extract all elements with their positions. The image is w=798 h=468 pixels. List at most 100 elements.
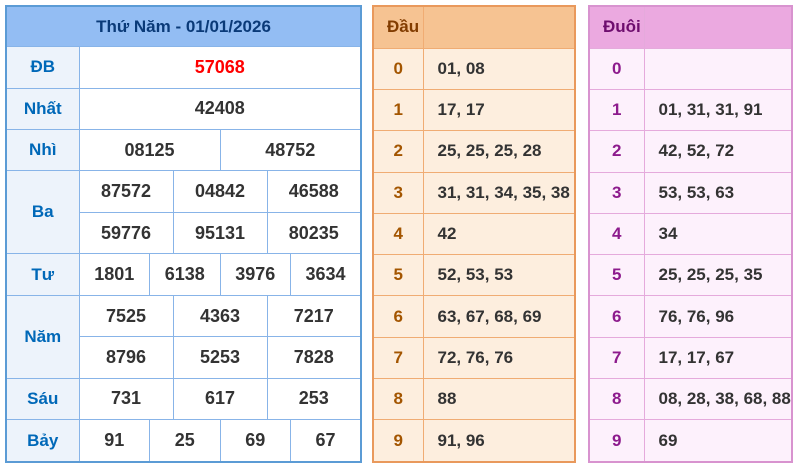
duoi-values-cell: 08, 28, 38, 68, 88 xyxy=(643,377,793,421)
duoi-values-cell: 42, 52, 72 xyxy=(643,130,793,173)
dau-table: Đầu 0 01, 08 1 17, 17 2 25, 25, 25, 28 3… xyxy=(372,5,576,463)
dau-values-cell: 52, 53, 53 xyxy=(422,254,576,297)
prize-value: 8796 xyxy=(78,336,174,379)
duoi-row: 4 34 xyxy=(588,212,793,256)
dau-digit-cell: 0 xyxy=(372,47,424,90)
dau-values-cell: 63, 67, 68, 69 xyxy=(422,295,576,338)
prize-row-nhi: Nhì 08125 48752 xyxy=(5,128,362,172)
duoi-digit-cell: 4 xyxy=(588,212,645,256)
dau-row: 6 63, 67, 68, 69 xyxy=(372,295,576,338)
duoi-row: 6 76, 76, 96 xyxy=(588,295,793,338)
duoi-row: 1 01, 31, 31, 91 xyxy=(588,88,793,132)
duoi-digit-cell: 8 xyxy=(588,377,645,421)
dau-row: 4 42 xyxy=(372,212,576,256)
prize-label-tu: Tư xyxy=(5,253,80,296)
prize-row-db: ĐB 57068 xyxy=(5,46,362,89)
prize-label-nhi: Nhì xyxy=(5,128,80,172)
prize-value: 69 xyxy=(219,419,291,463)
prize-value: 3976 xyxy=(219,253,291,296)
dau-values-cell: 01, 08 xyxy=(422,47,576,90)
duoi-values-cell: 25, 25, 25, 35 xyxy=(643,254,793,297)
duoi-values-cell: 34 xyxy=(643,212,793,256)
dau-values-cell: 88 xyxy=(422,377,576,421)
dau-digit-cell: 5 xyxy=(372,254,424,297)
prize-value: 08125 xyxy=(78,128,221,172)
duoi-digit-cell: 0 xyxy=(588,47,645,90)
duoi-table: Đuôi 0 1 01, 31, 31, 91 2 42, 52, 72 3 5… xyxy=(588,5,793,463)
dau-values-cell: 42 xyxy=(422,212,576,256)
duoi-digit-cell: 6 xyxy=(588,295,645,338)
dau-values-cell: 31, 31, 34, 35, 38 xyxy=(422,171,576,214)
prize-value: 48752 xyxy=(219,128,362,172)
duoi-values-cell xyxy=(643,47,793,90)
prize-value: 46588 xyxy=(266,170,362,213)
dau-row: 2 25, 25, 25, 28 xyxy=(372,130,576,173)
duoi-header-row: Đuôi xyxy=(588,5,793,49)
prize-row-ba-2: 59776 95131 80235 xyxy=(6,211,362,255)
prize-row-ba-1: Ba 87572 04842 46588 xyxy=(5,170,362,255)
prize-value: 3634 xyxy=(290,253,362,296)
prize-row-bay: Bảy 91 25 69 67 xyxy=(5,419,362,463)
dau-row: 0 01, 08 xyxy=(372,47,576,90)
results-title: Thứ Năm - 01/01/2026 xyxy=(5,5,362,48)
duoi-digit-cell: 2 xyxy=(588,130,645,173)
dau-header-row: Đầu xyxy=(372,5,576,49)
dau-row: 3 31, 31, 34, 35, 38 xyxy=(372,171,576,214)
duoi-header-empty xyxy=(643,5,793,49)
prize-value: 1801 xyxy=(78,253,150,296)
dau-digit-cell: 3 xyxy=(372,171,424,214)
duoi-row: 3 53, 53, 63 xyxy=(588,171,793,214)
prize-label-ba: Ba xyxy=(5,170,80,255)
prize-row-tu: Tư 1801 6138 3976 3634 xyxy=(5,253,362,296)
dau-header: Đầu xyxy=(372,5,424,49)
prize-value: 67 xyxy=(290,419,362,463)
prize-value: 42408 xyxy=(78,87,362,130)
dau-row: 5 52, 53, 53 xyxy=(372,254,576,297)
prize-row-nhat: Nhất 42408 xyxy=(5,87,362,130)
prize-value: 7828 xyxy=(266,336,362,379)
dau-digit-cell: 8 xyxy=(372,377,424,421)
dau-row: 1 17, 17 xyxy=(372,88,576,132)
duoi-values-cell: 53, 53, 63 xyxy=(643,171,793,214)
prize-row-nam-2: 8796 5253 7828 xyxy=(6,336,362,379)
prize-value: 87572 xyxy=(78,170,174,213)
duoi-digit-cell: 5 xyxy=(588,254,645,297)
duoi-row: 5 25, 25, 25, 35 xyxy=(588,254,793,297)
prize-value: 5253 xyxy=(172,336,268,379)
prize-label-nhat: Nhất xyxy=(5,87,80,130)
duoi-values-cell: 76, 76, 96 xyxy=(643,295,793,338)
prize-row-nam-1: Năm 7525 4363 7217 xyxy=(5,294,362,379)
duoi-row: 8 08, 28, 38, 68, 88 xyxy=(588,377,793,421)
dau-values-cell: 91, 96 xyxy=(422,419,576,463)
dau-row: 9 91, 96 xyxy=(372,419,576,463)
dau-digit-cell: 6 xyxy=(372,295,424,338)
prize-label-db: ĐB xyxy=(5,46,80,89)
dau-digit-cell: 4 xyxy=(372,212,424,256)
dau-digit-cell: 7 xyxy=(372,336,424,379)
dau-digit-cell: 1 xyxy=(372,88,424,132)
dau-row: 8 88 xyxy=(372,377,576,421)
duoi-digit-cell: 3 xyxy=(588,171,645,214)
prize-row-sau: Sáu 731 617 253 xyxy=(5,377,362,421)
prize-value: 59776 xyxy=(78,211,174,255)
prize-value: 04842 xyxy=(172,170,268,213)
dau-values-cell: 72, 76, 76 xyxy=(422,336,576,379)
prize-value: 95131 xyxy=(172,211,268,255)
prize-value-special: 57068 xyxy=(78,46,362,89)
dau-digit-cell: 2 xyxy=(372,130,424,173)
prize-value: 25 xyxy=(149,419,221,463)
prize-value: 7217 xyxy=(266,294,362,338)
prize-value: 7525 xyxy=(78,294,174,338)
duoi-row: 0 xyxy=(588,47,793,90)
prize-label-sau: Sáu xyxy=(5,377,80,421)
dau-values-cell: 17, 17 xyxy=(422,88,576,132)
dau-digit-cell: 9 xyxy=(372,419,424,463)
prize-value: 4363 xyxy=(172,294,268,338)
duoi-row: 2 42, 52, 72 xyxy=(588,130,793,173)
prize-label-bay: Bảy xyxy=(5,419,80,463)
duoi-digit-cell: 1 xyxy=(588,88,645,132)
duoi-header: Đuôi xyxy=(588,5,645,49)
duoi-digit-cell: 9 xyxy=(588,419,645,463)
duoi-row: 9 69 xyxy=(588,419,793,463)
